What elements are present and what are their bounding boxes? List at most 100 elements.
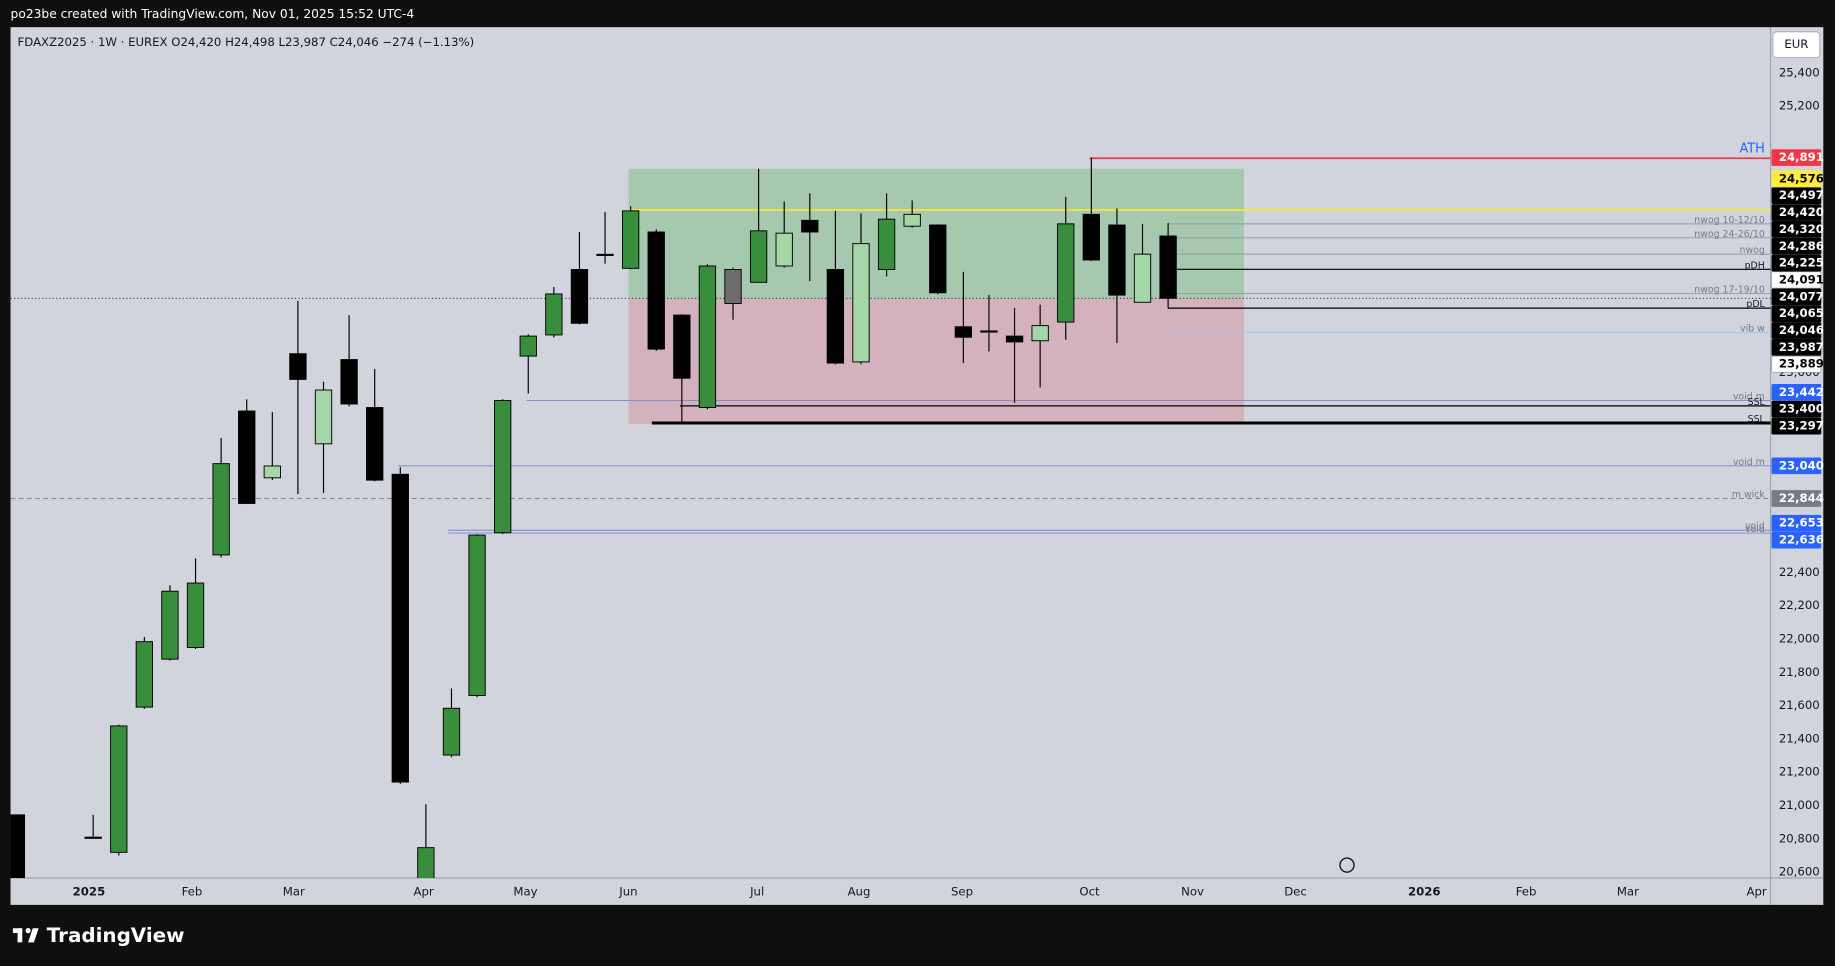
candle-body: [1133, 253, 1152, 303]
x-tick-label: Sep: [951, 885, 973, 899]
level-label: nwog 10-12/10: [1694, 215, 1765, 226]
y-tick-label: 21,200: [1779, 765, 1820, 779]
candle-body: [826, 269, 845, 364]
candle-body: [494, 400, 512, 534]
logo-mark: [17, 928, 23, 943]
price-badge: [1771, 400, 1822, 418]
level-label: pDL: [1746, 299, 1765, 310]
candle-body: [10, 814, 26, 878]
candle-body: [519, 335, 537, 357]
price-badge: [1771, 288, 1822, 306]
candle-body: [84, 836, 102, 839]
price-badge-label: 24,286: [1779, 239, 1824, 253]
x-tick-label: 2025: [73, 885, 106, 899]
level-label: SSL: [1748, 397, 1766, 408]
candle-body: [1082, 213, 1100, 261]
x-tick-label: Mar: [1617, 885, 1639, 899]
price-badge: [1771, 204, 1822, 221]
candle-body: [391, 473, 409, 783]
y-tick-label: 25,400: [1779, 65, 1820, 79]
top-bar-text: po23be created with TradingView.com, Nov…: [11, 7, 415, 21]
price-badge: [1771, 305, 1822, 323]
x-tick-label: May: [513, 885, 537, 899]
price-badge: [1771, 254, 1822, 272]
price-badge-label: 24,225: [1779, 256, 1824, 270]
candle-body: [621, 210, 640, 269]
candle-body: [314, 389, 333, 445]
candle-body: [570, 269, 589, 324]
x-tick-label: Apr: [414, 885, 434, 899]
candle-body: [775, 232, 793, 267]
events-icon[interactable]: [1339, 857, 1355, 873]
price-badge: [1771, 531, 1822, 549]
price-badge-label: 23,889: [1779, 357, 1824, 371]
price-badge-label: 24,497: [1779, 188, 1824, 202]
candle-body: [263, 465, 281, 479]
candle-body: [442, 707, 461, 756]
candle-body: [698, 265, 717, 408]
overlay: ATH nwog 10-12/10 nwog 24-26/10 nwog pDH nwog…: [73, 65, 1824, 898]
price-badge-label: 23,040: [1779, 458, 1824, 472]
candle-body: [340, 359, 358, 405]
candle-body: [852, 243, 870, 363]
candle-body: [161, 590, 179, 660]
candle-body: [238, 410, 256, 504]
price-badge-label: 24,420: [1779, 205, 1824, 219]
candle-body: [1057, 223, 1075, 323]
y-tick-label: 21,600: [1779, 698, 1820, 712]
candle-body: [212, 463, 230, 556]
price-badge: [1771, 384, 1822, 401]
level-label: SSL: [1748, 414, 1766, 425]
candle-body: [596, 253, 614, 256]
price-badge-label: 22,653: [1779, 516, 1824, 530]
logo-mark: [25, 928, 31, 934]
logo-mark: [28, 928, 39, 943]
x-tick-label: Mar: [283, 885, 305, 899]
level-label: nwog 24-26/10: [1694, 229, 1765, 240]
x-tick-label: Jun: [618, 885, 637, 899]
candle-body: [903, 213, 921, 227]
level-label: nwog 17-19/10: [1694, 284, 1765, 295]
currency-button[interactable]: [1772, 31, 1821, 58]
price-badge: [1771, 514, 1822, 532]
candle-body: [1108, 224, 1126, 296]
price-badge-label: 24,576: [1779, 171, 1824, 185]
level-label: pDH: [1745, 260, 1765, 271]
price-badge-label: 24,046: [1779, 323, 1824, 337]
candle-body: [954, 326, 973, 338]
candle-body: [673, 314, 691, 379]
candle-body: [749, 230, 768, 283]
x-tick-label: Oct: [1079, 885, 1100, 899]
price-badge-label: 23,400: [1779, 402, 1824, 416]
level-label: vib w: [1740, 324, 1765, 335]
candle-body: [1159, 235, 1177, 299]
price-badge: [1771, 237, 1822, 255]
price-badge-label: 23,987: [1779, 340, 1824, 354]
x-tick-label: Feb: [1516, 885, 1537, 899]
logo: TradingView: [12, 924, 185, 947]
currency[interactable]: EUR: [1784, 37, 1808, 51]
y-tick-label: 22,400: [1779, 565, 1820, 579]
candle-body: [186, 582, 205, 648]
chart-title: FDAXZ2025 · 1W · EUREX O24,420 H24,498 L…: [18, 35, 475, 49]
price-badge-label: 24,065: [1779, 306, 1824, 320]
candle-body: [980, 330, 998, 333]
y-tick-label: 20,600: [1779, 865, 1820, 879]
price-badge: [1771, 271, 1822, 289]
plot: [10, 157, 1771, 878]
candle-body: [1005, 335, 1024, 343]
candle-body: [110, 725, 128, 853]
level-label: nwog: [1740, 245, 1765, 256]
candle-body: [468, 534, 486, 696]
level-label: void: [1745, 524, 1765, 535]
x-tick-label: Nov: [1181, 885, 1204, 899]
x-tick-label: 2026: [1408, 885, 1441, 899]
price-badge-label: 22,636: [1779, 533, 1824, 547]
x-tick-label: Apr: [1746, 885, 1766, 899]
candle-body: [366, 407, 384, 481]
x-tick-label: Aug: [848, 885, 871, 899]
candle-body: [801, 219, 819, 233]
price-badge-label: 23,442: [1779, 385, 1824, 399]
brand: TradingView: [47, 924, 185, 947]
candle-body: [135, 641, 154, 708]
